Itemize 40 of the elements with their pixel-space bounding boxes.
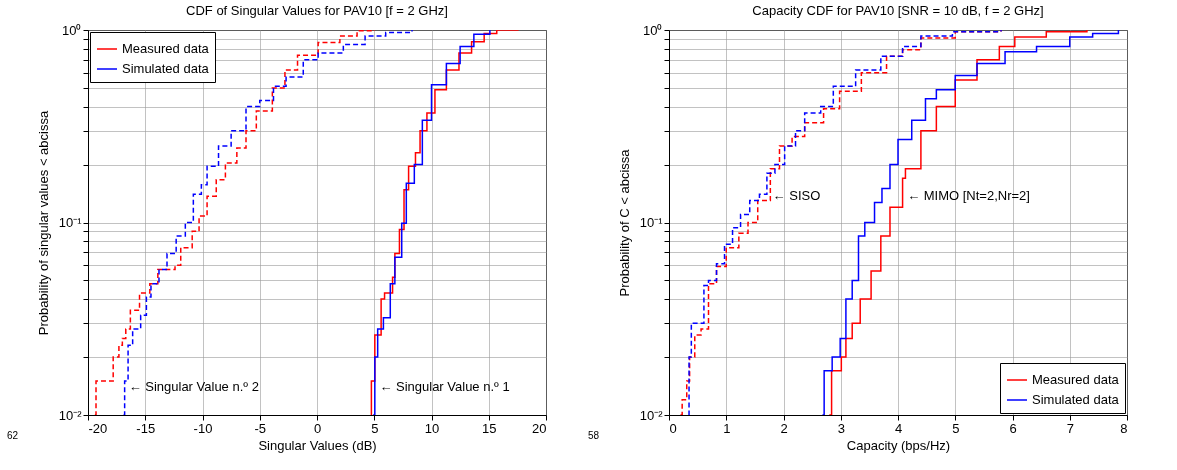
x-tick-label: 7 xyxy=(1066,420,1074,436)
chart-title: Capacity CDF for PAV10 [SNR = 10 dB, f = 2 GHz] xyxy=(752,3,1044,18)
x-axis-title: Capacity (bps/Hz) xyxy=(846,437,951,453)
y-tick-label: 10⁰ xyxy=(62,22,82,38)
y-axis-title: Probability of singular values < abcissa xyxy=(35,110,51,336)
x-tick-label: -5 xyxy=(254,420,267,436)
y-tick-label: 10⁻¹ xyxy=(58,215,83,230)
x-tick-label: 0 xyxy=(669,420,677,436)
y-tick-label: 10⁻¹ xyxy=(639,215,664,230)
x-tick-label: 5 xyxy=(952,420,960,436)
chart-title: CDF of Singular Values for PAV10 [f = 2 GHz] xyxy=(186,3,448,18)
x-tick-label: -15 xyxy=(136,420,156,436)
x-tick-label: -10 xyxy=(193,420,213,436)
y-tick-label: 10⁻² xyxy=(639,407,664,423)
text: 62 xyxy=(6,430,19,441)
legend-label: Simulated data xyxy=(1032,392,1120,407)
y-tick-label: 10⁰ xyxy=(643,22,663,38)
x-tick-label: 10 xyxy=(424,420,440,436)
x-tick-label: -20 xyxy=(88,420,108,436)
x-tick-label: 15 xyxy=(482,420,497,436)
x-tick-label: 6 xyxy=(1009,420,1017,436)
y-tick-label: 10⁻² xyxy=(58,407,83,423)
x-tick-label: 8 xyxy=(1120,420,1128,436)
legend-label: Measured data xyxy=(122,41,210,56)
annotation: ← Singular Value n.º 1 xyxy=(379,378,510,394)
text: 58 xyxy=(587,430,600,441)
annotation: ← Singular Value n.º 2 xyxy=(128,378,259,394)
x-tick-label: 5 xyxy=(371,420,379,436)
x-tick-label: 20 xyxy=(532,420,547,436)
x-tick-label: 0 xyxy=(313,420,322,436)
x-tick-label: 3 xyxy=(837,420,845,436)
legend-label: Measured data xyxy=(1032,372,1120,387)
legend-label: Simulated data xyxy=(122,61,210,76)
x-axis-title: Singular Values (dB) xyxy=(258,437,377,453)
annotation: ← MIMO [Nt=2,Nr=2] xyxy=(907,188,1030,204)
x-tick-label: 4 xyxy=(894,420,903,436)
x-tick-label: 2 xyxy=(780,420,788,436)
y-axis-title: Probability of C < abcissa xyxy=(616,148,632,297)
x-tick-label: 1 xyxy=(723,420,731,436)
annotation: ← SISO xyxy=(772,188,821,204)
